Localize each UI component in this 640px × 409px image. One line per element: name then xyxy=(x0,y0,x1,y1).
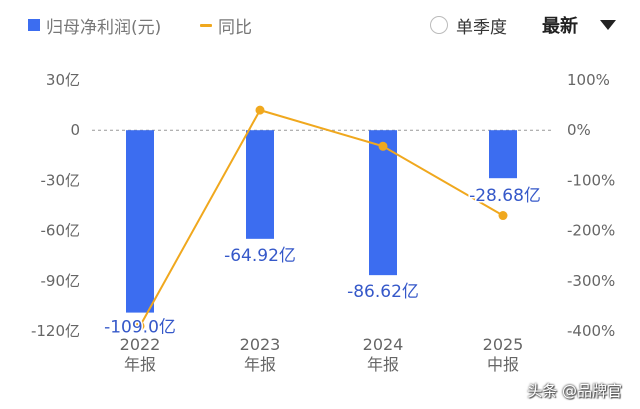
bar-data-label: -28.68亿 xyxy=(469,186,541,206)
y-right-tick-label: -200% xyxy=(567,222,615,240)
x-tick-label: 年报 xyxy=(367,355,399,374)
x-tick-label: 中报 xyxy=(487,355,519,374)
y-right-tick-label: -400% xyxy=(567,322,615,340)
x-tick-label: 2022 xyxy=(120,335,161,354)
x-tick-label: 年报 xyxy=(244,355,276,374)
x-tick-label: 2023 xyxy=(240,335,281,354)
bar-data-label: -86.62亿 xyxy=(347,282,419,302)
y-left-tick-label: 0 xyxy=(70,121,80,139)
bar xyxy=(369,130,397,276)
radio-icon[interactable] xyxy=(430,16,448,34)
y-right-tick-label: 100% xyxy=(567,71,610,89)
yoy-point xyxy=(378,141,388,151)
x-tick-label: 年报 xyxy=(124,355,156,374)
y-left-tick-label: -30亿 xyxy=(41,171,81,189)
bar-data-label: -109.0亿 xyxy=(104,318,176,338)
legend-bar-swatch xyxy=(28,19,40,31)
yoy-point xyxy=(255,105,265,115)
caret-down-icon[interactable] xyxy=(600,20,616,30)
yoy-point xyxy=(135,321,145,331)
y-left-tick-label: 30亿 xyxy=(46,71,80,89)
bar xyxy=(246,130,274,239)
y-left-tick-label: -60亿 xyxy=(41,222,81,240)
y-right-tick-label: -100% xyxy=(567,171,615,189)
legend-bar-label: 归母净利润(元) xyxy=(46,17,162,38)
y-right-tick-label: -300% xyxy=(567,272,615,290)
bar xyxy=(489,130,517,179)
quarter-toggle-label: 单季度 xyxy=(456,17,507,38)
bar-data-label: -64.92亿 xyxy=(224,246,296,266)
x-tick-label: 2025 xyxy=(483,335,524,354)
legend-line-label: 同比 xyxy=(218,17,252,38)
legend-line-swatch xyxy=(200,23,212,27)
y-right-tick-label: 0% xyxy=(567,121,591,139)
sort-dropdown-label: 最新 xyxy=(542,16,578,37)
y-left-tick-label: -120亿 xyxy=(31,322,80,340)
x-tick-label: 2024 xyxy=(363,335,404,354)
legend-bar-series[interactable]: 归母净利润(元) xyxy=(28,10,161,40)
legend-line-series[interactable]: 同比 xyxy=(200,10,252,40)
yoy-point xyxy=(498,211,508,221)
yoy-line xyxy=(139,108,504,327)
sort-dropdown[interactable]: 最新 xyxy=(542,10,616,40)
bar xyxy=(126,130,154,313)
y-left-tick-label: -90亿 xyxy=(41,272,81,290)
quarter-toggle[interactable]: 单季度 xyxy=(430,10,507,40)
watermark: 头条 @品牌官 xyxy=(527,382,622,400)
